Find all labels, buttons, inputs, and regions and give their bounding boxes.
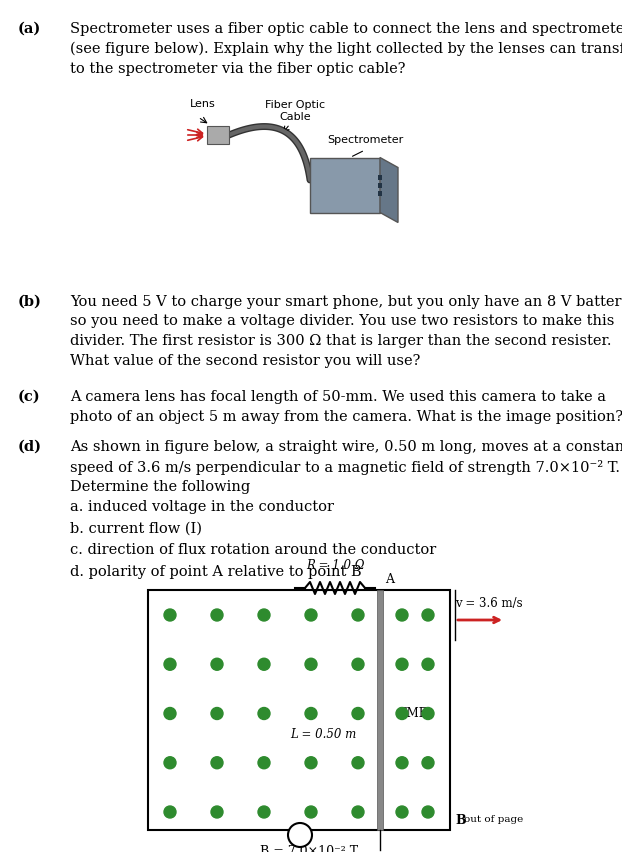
Circle shape bbox=[164, 609, 176, 621]
Text: R = 1.0 Ω: R = 1.0 Ω bbox=[306, 559, 364, 572]
Circle shape bbox=[164, 757, 176, 769]
Circle shape bbox=[258, 609, 270, 621]
Circle shape bbox=[305, 806, 317, 818]
Circle shape bbox=[164, 707, 176, 719]
Circle shape bbox=[352, 757, 364, 769]
Circle shape bbox=[396, 609, 408, 621]
Text: A: A bbox=[295, 830, 304, 841]
Text: Spectrometer uses a fiber optic cable to connect the lens and spectrometer
(see : Spectrometer uses a fiber optic cable to… bbox=[70, 22, 622, 76]
Circle shape bbox=[396, 659, 408, 671]
Bar bbox=[378, 191, 382, 196]
Circle shape bbox=[288, 823, 312, 847]
Text: Fiber Optic
Cable: Fiber Optic Cable bbox=[265, 100, 325, 123]
Text: (c): (c) bbox=[18, 390, 40, 404]
Circle shape bbox=[305, 707, 317, 719]
Text: (b): (b) bbox=[18, 295, 42, 309]
Circle shape bbox=[164, 806, 176, 818]
Circle shape bbox=[422, 757, 434, 769]
Circle shape bbox=[352, 659, 364, 671]
Circle shape bbox=[352, 707, 364, 719]
Circle shape bbox=[305, 659, 317, 671]
Text: EMF: EMF bbox=[398, 707, 427, 720]
Text: Lens: Lens bbox=[190, 99, 216, 109]
Circle shape bbox=[396, 707, 408, 719]
Circle shape bbox=[164, 659, 176, 671]
Circle shape bbox=[258, 757, 270, 769]
Text: (a): (a) bbox=[18, 22, 41, 36]
Circle shape bbox=[422, 609, 434, 621]
Circle shape bbox=[352, 806, 364, 818]
Circle shape bbox=[258, 806, 270, 818]
Bar bbox=[148, 590, 450, 830]
Bar bbox=[207, 126, 229, 144]
Text: A camera lens has focal length of 50-mm. We used this camera to take a
photo of : A camera lens has focal length of 50-mm.… bbox=[70, 390, 622, 423]
Circle shape bbox=[258, 659, 270, 671]
Text: A: A bbox=[385, 573, 394, 586]
Circle shape bbox=[305, 609, 317, 621]
Circle shape bbox=[352, 609, 364, 621]
Text: out of page: out of page bbox=[464, 815, 523, 825]
Circle shape bbox=[396, 806, 408, 818]
Circle shape bbox=[211, 806, 223, 818]
Circle shape bbox=[211, 757, 223, 769]
Circle shape bbox=[211, 659, 223, 671]
Text: v = 3.6 m/s: v = 3.6 m/s bbox=[455, 597, 522, 610]
Text: B: B bbox=[455, 814, 466, 826]
Text: Spectrometer: Spectrometer bbox=[327, 135, 403, 145]
Circle shape bbox=[396, 757, 408, 769]
Polygon shape bbox=[380, 158, 398, 222]
Text: L = 0.50 m: L = 0.50 m bbox=[290, 728, 356, 740]
Bar bbox=[310, 158, 380, 212]
Circle shape bbox=[258, 707, 270, 719]
Text: You need 5 V to charge your smart phone, but you only have an 8 V battery,
so yo: You need 5 V to charge your smart phone,… bbox=[70, 295, 622, 367]
Circle shape bbox=[422, 806, 434, 818]
Circle shape bbox=[305, 757, 317, 769]
Circle shape bbox=[211, 707, 223, 719]
Circle shape bbox=[422, 707, 434, 719]
Text: (d): (d) bbox=[18, 440, 42, 454]
Text: As shown in figure below, a straight wire, 0.50 m long, moves at a constant
spee: As shown in figure below, a straight wir… bbox=[70, 440, 622, 494]
Bar bbox=[377, 590, 383, 830]
Text: B = 7.0×10⁻² T: B = 7.0×10⁻² T bbox=[260, 845, 358, 852]
Text: a. induced voltage in the conductor
b. current flow (I)
c. direction of flux rot: a. induced voltage in the conductor b. c… bbox=[70, 500, 436, 579]
Circle shape bbox=[422, 659, 434, 671]
Circle shape bbox=[211, 609, 223, 621]
Bar bbox=[378, 183, 382, 188]
Bar bbox=[378, 175, 382, 180]
